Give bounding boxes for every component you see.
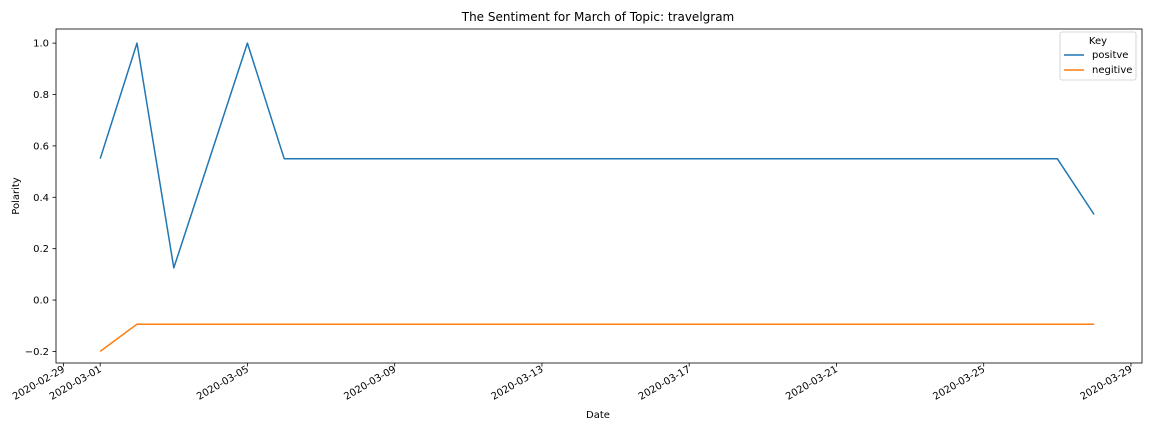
plot-area: −0.20.00.20.40.60.81.02020-02-292020-03-… — [11, 28, 1143, 403]
y-axis-title: Polarity — [11, 177, 22, 215]
y-tick-label: 0.4 — [33, 193, 49, 204]
y-tick-label: 0.2 — [33, 244, 49, 255]
series-line-negitive — [99, 323, 1095, 353]
x-tick-label: 2020-03-29 — [1079, 364, 1135, 403]
axes-frame — [55, 28, 1143, 364]
x-tick-label: 2020-03-13 — [490, 364, 546, 403]
legend-title: Key — [1089, 36, 1107, 47]
x-tick-label: 2020-03-25 — [931, 364, 987, 403]
y-tick-label: −0.2 — [25, 347, 49, 358]
y-tick-label: 0.8 — [33, 90, 49, 101]
series-line-positve — [99, 42, 1095, 269]
legend-box — [1059, 31, 1137, 81]
x-tick-label: 2020-03-05 — [195, 364, 251, 403]
legend-entry: positve — [1092, 50, 1128, 61]
legend-entry: negitive — [1092, 65, 1132, 76]
x-axis-title: Date — [586, 410, 610, 421]
chart-title: The Sentiment for March of Topic: travel… — [461, 10, 735, 24]
y-tick-label: 1.0 — [33, 39, 49, 50]
y-tick-label: 0.6 — [33, 141, 49, 152]
y-tick-label: 0.0 — [33, 296, 49, 307]
x-tick-label: 2020-03-17 — [637, 364, 693, 403]
legend: Key positve negitive — [1059, 31, 1137, 81]
x-tick-label: 2020-03-09 — [342, 364, 398, 403]
x-tick-label: 2020-03-21 — [784, 364, 840, 403]
